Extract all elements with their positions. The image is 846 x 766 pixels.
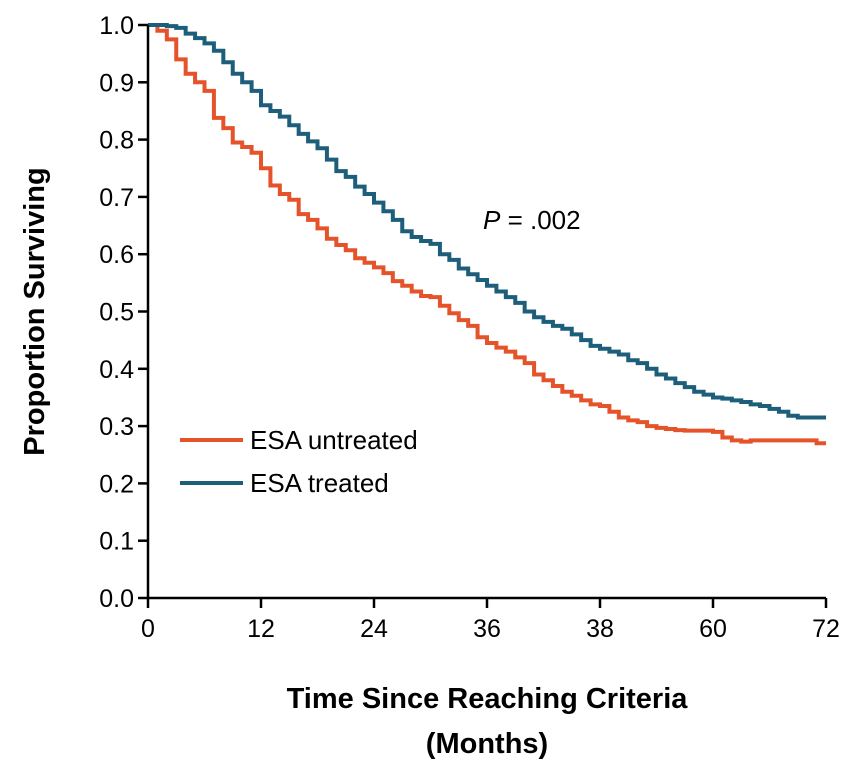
x-tick-label: 60 <box>699 615 727 643</box>
y-tick-label: 1.0 <box>99 12 134 40</box>
x-tick-label: 72 <box>812 615 840 643</box>
y-tick-label: 0.9 <box>99 69 134 97</box>
y-tick-label: 0.7 <box>99 184 134 212</box>
y-tick-label: 0.8 <box>99 127 134 155</box>
p-value-annotation: P = .002 <box>483 205 581 235</box>
x-axis-ticks: 0 12 24 36 38 60 72 <box>141 598 840 643</box>
y-tick-label: 0.4 <box>99 356 134 384</box>
x-axis-title-line2: (Months) <box>426 728 548 760</box>
series-line-esa-treated <box>148 23 826 420</box>
y-tick-label: 0.5 <box>99 299 134 327</box>
legend-label: ESA treated <box>250 468 389 498</box>
series-line-esa-untreated <box>148 23 826 446</box>
y-axis-title: Proportion Surviving <box>19 167 51 455</box>
x-axis-title-line1: Time Since Reaching Criteria <box>287 683 689 715</box>
y-tick-label: 0.3 <box>99 413 134 441</box>
y-tick-label: 0.6 <box>99 241 134 269</box>
y-tick-label: 0.2 <box>99 470 134 498</box>
series-lines <box>148 23 826 446</box>
y-tick-label: 0.1 <box>99 528 134 556</box>
y-tick-label: 0.0 <box>99 585 134 613</box>
x-tick-label: 36 <box>473 615 501 643</box>
p-value-symbol: P <box>483 205 501 235</box>
x-tick-label: 0 <box>141 615 155 643</box>
p-value-number: = .002 <box>500 205 580 235</box>
x-tick-label: 24 <box>360 615 388 643</box>
x-tick-label: 12 <box>247 615 275 643</box>
legend-label: ESA untreated <box>250 425 418 455</box>
x-tick-label: 38 <box>586 615 614 643</box>
y-axis-ticks: 0.0 0.1 0.2 0.3 0.4 0.5 0.6 0.7 0.8 0.9 1.0 <box>99 12 148 613</box>
legend: ESA untreated ESA treated <box>180 425 418 498</box>
